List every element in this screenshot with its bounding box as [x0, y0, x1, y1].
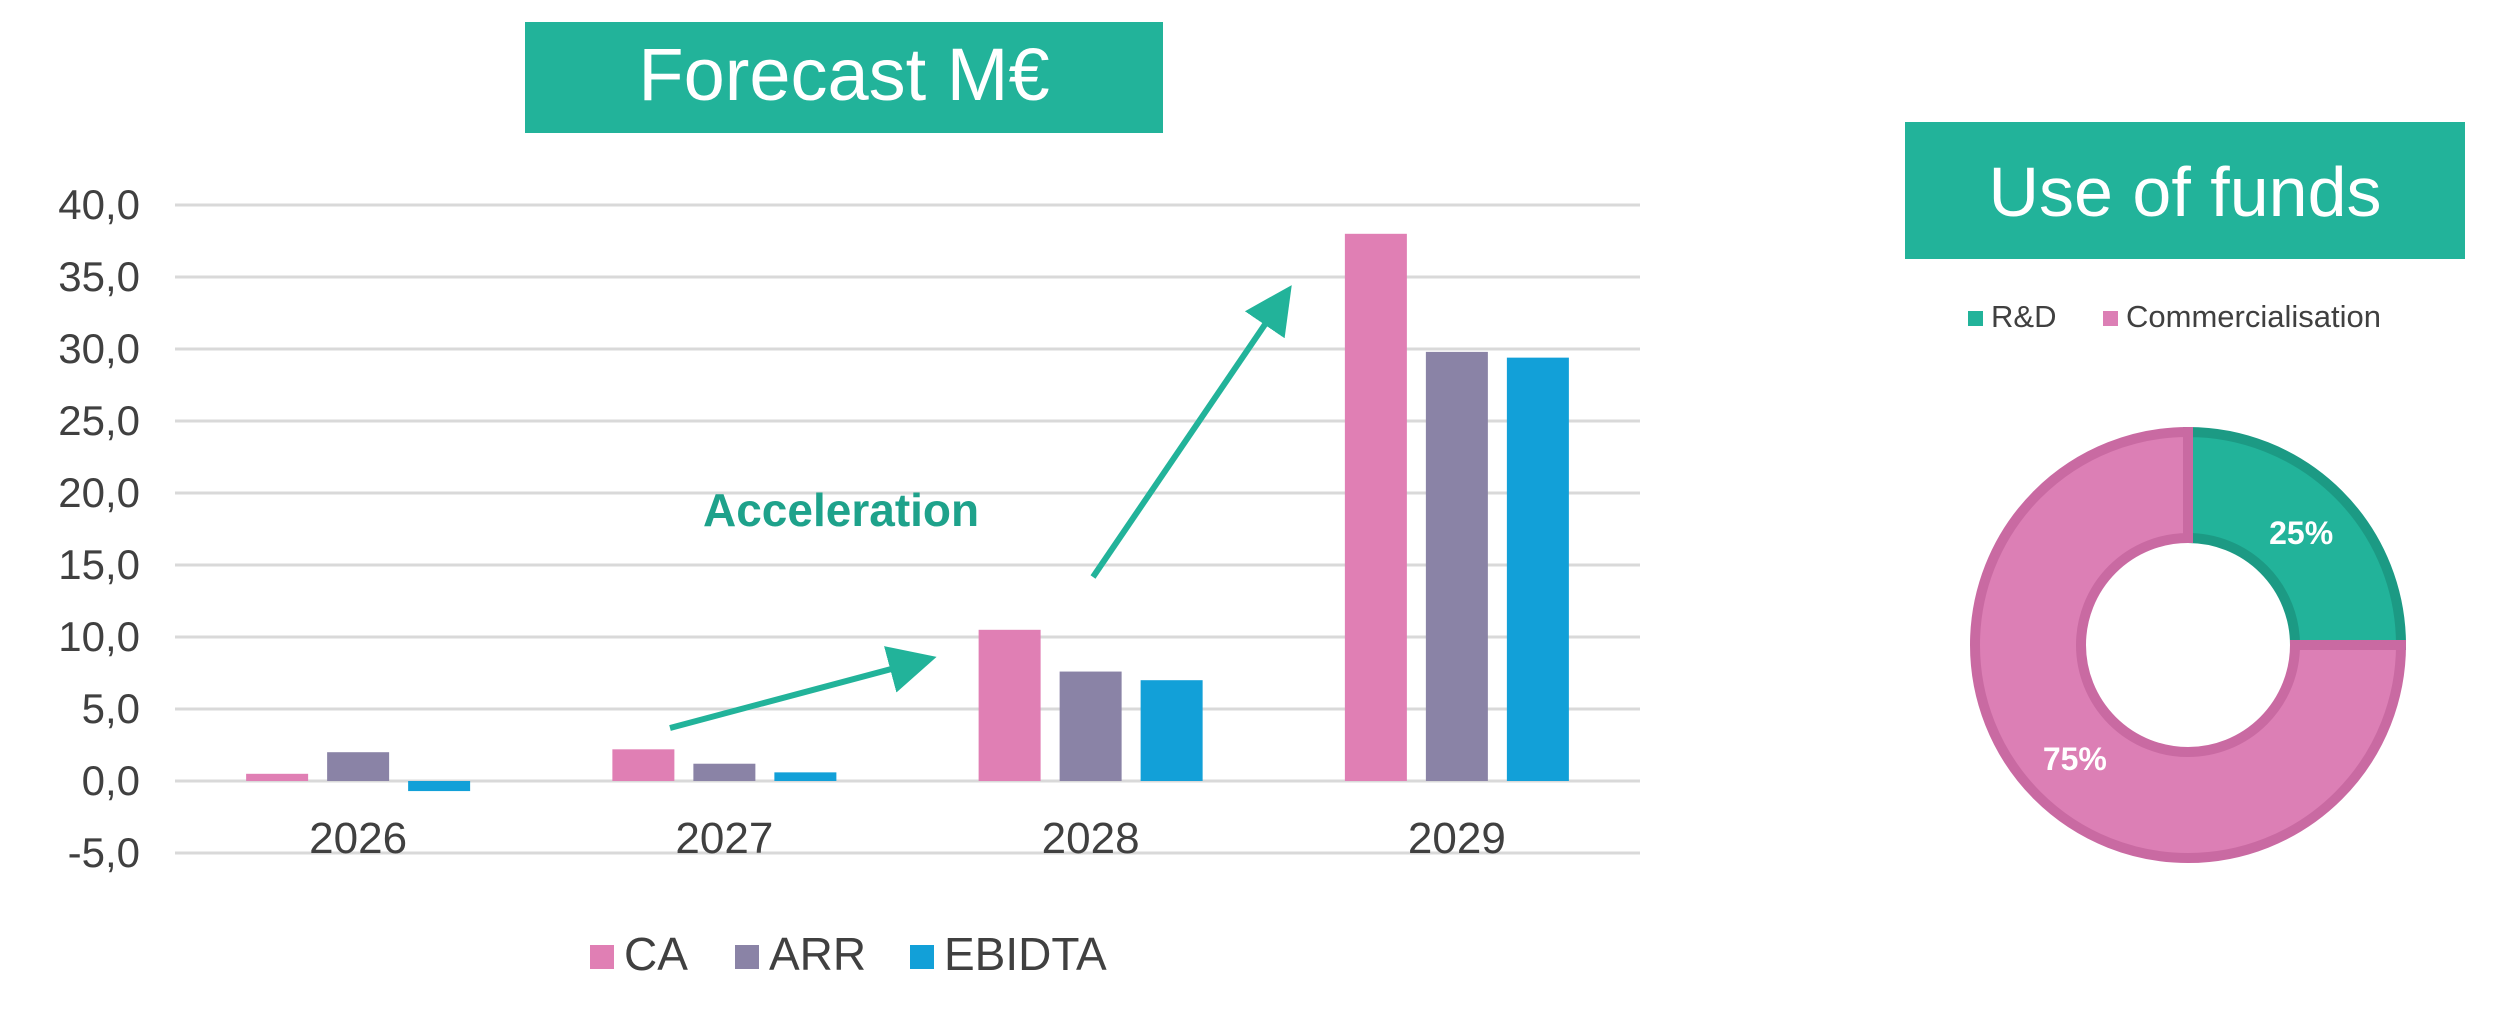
bar-ca-2028: [978, 629, 1041, 781]
donut-slice-r-d: [2183, 426, 2407, 650]
y-tick-label: 0,0: [82, 757, 140, 804]
use-of-funds-donut-chart: R&D Commercialisation 25% 75%: [1968, 299, 2407, 863]
x-tick-label: 2028: [1042, 814, 1140, 863]
donut-legend: R&D Commercialisation: [1968, 299, 2381, 334]
bar-ebidta-2029: [1506, 357, 1569, 781]
x-tick-label: 2026: [309, 814, 407, 863]
x-tick-label: 2027: [675, 814, 773, 863]
chart-bars: [246, 233, 1569, 792]
y-tick-label: 40,0: [58, 181, 140, 228]
acceleration-arrow-long: [1090, 285, 1292, 579]
y-tick-label: 15,0: [58, 541, 140, 588]
legend-label-ca: CA: [624, 928, 688, 980]
bar-ca-2026: [246, 773, 309, 781]
forecast-title: Forecast M€: [638, 33, 1049, 116]
bar-arr-2027: [693, 763, 756, 781]
bar-arr-2028: [1059, 671, 1122, 781]
bar-ca-2029: [1344, 233, 1407, 782]
funds-title-background: [1905, 122, 2465, 259]
donut-slice-commercialisation: [1970, 426, 2407, 863]
legend-label-ebidta: EBIDTA: [944, 928, 1107, 980]
bar-ebidta-2027: [774, 772, 837, 781]
donut-legend-label-r-d: R&D: [1991, 299, 2056, 334]
y-axis-tick-labels: -5,0 0,0 5,0 10,0 15,0 20,0 25,0 30,0 35,0 40,0: [58, 181, 140, 876]
bar-ca-2027: [612, 749, 675, 781]
donut-value-label-r-d: 25%: [2269, 515, 2333, 551]
legend-swatch-ca: [590, 945, 614, 969]
bar-arr-2029: [1425, 351, 1488, 781]
bar-chart-legend: CA ARR EBIDTA: [590, 928, 1107, 980]
donut-legend-swatch-r-d: [1968, 311, 1983, 326]
donut-legend-swatch-commercialisation: [2103, 311, 2118, 326]
donut-value-label-commercialisation: 75%: [2043, 741, 2107, 777]
funds-title: Use of funds: [1989, 153, 2382, 231]
donut-slices: 25% 75%: [1970, 426, 2407, 863]
y-tick-label: 25,0: [58, 397, 140, 444]
x-axis-tick-labels: 2026 2027 2028 2029: [309, 814, 1506, 863]
legend-swatch-arr: [735, 945, 759, 969]
forecast-title-background: [525, 22, 1163, 133]
y-tick-label: 5,0: [82, 685, 140, 732]
funds-title-banner: Use of funds: [1905, 122, 2465, 259]
y-tick-label: -5,0: [68, 829, 140, 876]
y-tick-label: 30,0: [58, 325, 140, 372]
forecast-title-banner: Forecast M€: [525, 22, 1163, 133]
y-tick-label: 20,0: [58, 469, 140, 516]
forecast-bar-chart: -5,0 0,0 5,0 10,0 15,0 20,0 25,0 30,0 35,0 40,0 2…: [58, 181, 1640, 980]
acceleration-label: Acceleration: [703, 484, 979, 536]
y-tick-label: 10,0: [58, 613, 140, 660]
y-tick-label: 35,0: [58, 253, 140, 300]
acceleration-arrow-short: [669, 646, 937, 731]
legend-label-arr: ARR: [769, 928, 866, 980]
legend-swatch-ebidta: [910, 945, 934, 969]
bar-arr-2026: [327, 752, 390, 781]
bar-ebidta-2028: [1140, 680, 1203, 781]
x-tick-label: 2029: [1408, 814, 1506, 863]
bar-ebidta-2026: [408, 781, 471, 792]
donut-legend-label-commercialisation: Commercialisation: [2126, 299, 2381, 334]
